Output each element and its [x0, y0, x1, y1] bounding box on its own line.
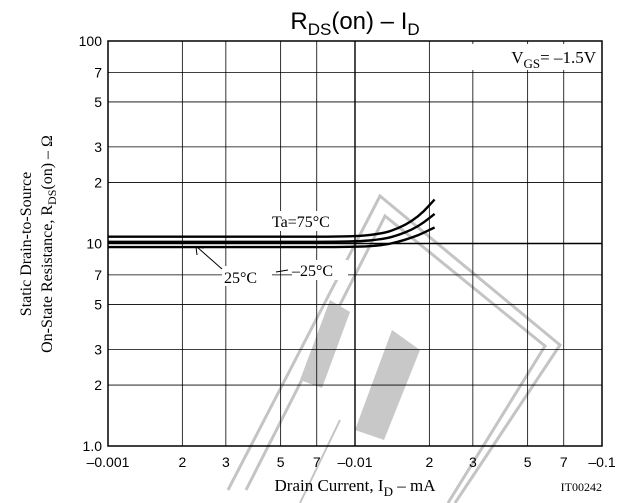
grid	[107, 40, 603, 447]
y-tick-label: 3	[94, 341, 102, 357]
y-tick-label: 7	[94, 64, 102, 80]
tm25-label: –25°C	[291, 263, 333, 280]
x-tick-label: 2	[425, 454, 433, 470]
tm25-label-bg	[292, 260, 348, 280]
x-tick-label: –0.001	[87, 454, 130, 470]
condition-label: VGS= –1.5V	[511, 48, 596, 71]
y-tick-label: 2	[94, 175, 102, 191]
y-tick-label: 3	[94, 139, 102, 155]
x-tick-label: 3	[222, 454, 230, 470]
series-line-1	[107, 198, 436, 238]
x-tick-label: –0.01	[337, 454, 372, 470]
y-tick-label: 5	[94, 296, 102, 312]
ta75-label: Ta=75°C	[272, 214, 330, 231]
y-tick-label: 5	[94, 94, 102, 110]
x-axis-label: Drain Current, ID – mA	[275, 476, 437, 499]
series-line-2	[108, 212, 436, 244]
series-layer	[107, 198, 436, 249]
x-tick-label: 7	[560, 454, 568, 470]
t25-label-bg	[222, 266, 272, 286]
y-tick-label: 10	[86, 236, 102, 252]
t25-label: 25°C	[224, 270, 257, 287]
x-tick-labels: –0.001 2 3 5 7 –0.01 2 3 5 7 –0.1	[87, 454, 616, 470]
y-axis-label-line1: Static Drain-to-Source	[18, 172, 35, 316]
x-tick-label: 5	[277, 454, 285, 470]
y-tick-label: 1.0	[83, 438, 103, 454]
ta75-label-bg	[270, 211, 348, 231]
x-tick-label: 7	[313, 454, 321, 470]
plot-frame	[107, 40, 603, 447]
x-tick-label: –0.1	[588, 454, 615, 470]
x-tick-label: 2	[178, 454, 186, 470]
x-tick-label: 3	[469, 454, 477, 470]
y-tick-label: 7	[94, 267, 102, 283]
figure-code: IT00242	[561, 480, 602, 494]
y-tick-label: 100	[79, 33, 103, 49]
x-tick-label: 5	[524, 454, 532, 470]
y-tick-label: 2	[94, 377, 102, 393]
series-line-3	[107, 226, 436, 249]
y-axis-label-line2: On-State Resistance, RDS(on) – Ω	[39, 135, 59, 353]
t25-leader	[196, 246, 223, 270]
condition-box-bg	[466, 44, 600, 70]
t25-arrow	[195, 246, 205, 256]
chart-title: RDS(on) – ID	[290, 8, 419, 39]
y-tick-labels: 1.0 2 3 5 7 10 2 3 5 7 100	[79, 33, 103, 454]
tm25-leader	[275, 269, 289, 273]
